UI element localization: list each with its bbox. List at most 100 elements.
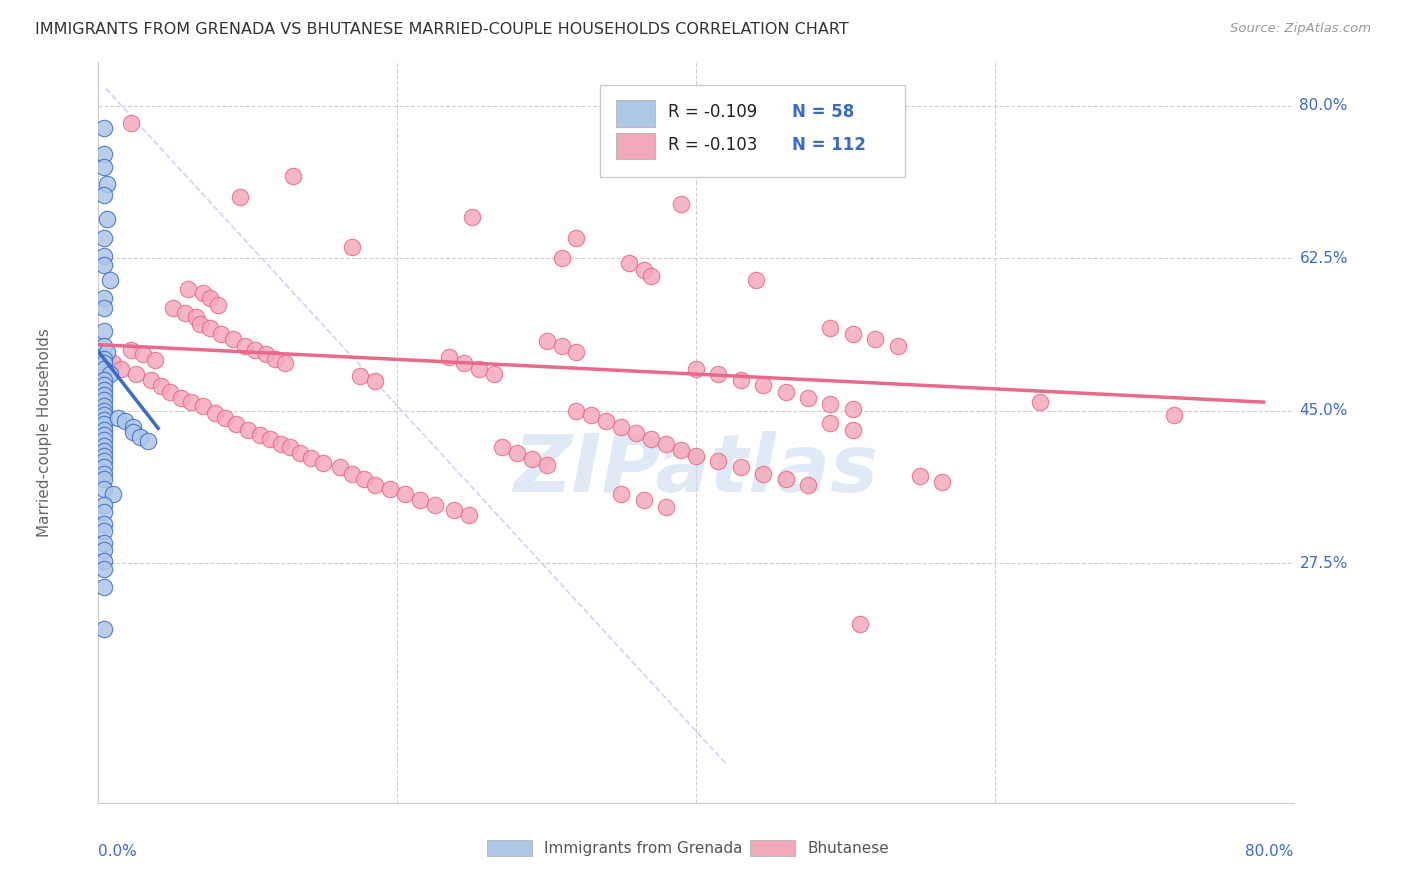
- Point: [278, 441, 301, 455]
- Point: [93, 423, 115, 437]
- Point: [565, 344, 588, 359]
- Point: [842, 402, 865, 417]
- Point: [669, 443, 692, 458]
- Point: [93, 324, 115, 338]
- Point: [93, 160, 115, 174]
- Point: [259, 432, 281, 446]
- Point: [408, 492, 430, 507]
- Point: [225, 417, 247, 431]
- Point: [423, 498, 446, 512]
- Bar: [749, 840, 796, 856]
- Point: [103, 487, 125, 501]
- Point: [93, 404, 115, 418]
- Point: [93, 187, 115, 202]
- Point: [93, 482, 115, 496]
- Point: [745, 273, 768, 287]
- Point: [162, 301, 184, 315]
- Point: [752, 467, 775, 481]
- Point: [93, 120, 115, 135]
- Point: [93, 338, 115, 352]
- Point: [468, 362, 491, 376]
- Point: [103, 356, 125, 370]
- Point: [842, 327, 865, 342]
- Point: [93, 417, 115, 431]
- Point: [93, 524, 115, 538]
- Point: [439, 350, 461, 364]
- Point: [191, 286, 214, 301]
- Text: 80.0%: 80.0%: [1246, 844, 1294, 858]
- Point: [93, 147, 115, 161]
- Point: [121, 425, 143, 439]
- Point: [931, 475, 953, 490]
- Point: [93, 373, 115, 387]
- Point: [820, 321, 842, 335]
- Point: [595, 414, 617, 428]
- FancyBboxPatch shape: [600, 85, 905, 178]
- Point: [797, 478, 820, 492]
- Point: [93, 454, 115, 468]
- Point: [132, 347, 155, 361]
- Point: [214, 410, 236, 425]
- Point: [96, 344, 118, 359]
- Point: [96, 178, 118, 192]
- Point: [378, 482, 401, 496]
- Point: [342, 467, 364, 481]
- Point: [93, 449, 115, 463]
- Point: [394, 487, 416, 501]
- Point: [236, 423, 259, 437]
- Point: [329, 460, 352, 475]
- Bar: [616, 100, 655, 127]
- Point: [93, 580, 115, 594]
- Point: [177, 282, 200, 296]
- Point: [93, 562, 115, 576]
- Point: [125, 368, 148, 382]
- Point: [93, 301, 115, 315]
- Text: 80.0%: 80.0%: [1299, 98, 1348, 113]
- Point: [491, 441, 513, 455]
- Point: [730, 460, 752, 475]
- Point: [139, 373, 162, 387]
- Point: [820, 397, 842, 411]
- Point: [655, 500, 678, 514]
- Point: [581, 408, 603, 422]
- Point: [233, 338, 256, 352]
- Text: R = -0.109: R = -0.109: [668, 103, 758, 121]
- Point: [752, 377, 775, 392]
- Text: Immigrants from Grenada: Immigrants from Grenada: [544, 841, 742, 856]
- Point: [797, 391, 820, 405]
- Bar: [616, 133, 655, 160]
- Point: [908, 469, 931, 483]
- Point: [536, 458, 558, 472]
- Point: [775, 472, 797, 486]
- Text: Source: ZipAtlas.com: Source: ZipAtlas.com: [1230, 22, 1371, 36]
- Point: [311, 456, 333, 470]
- Point: [93, 543, 115, 558]
- Point: [453, 356, 475, 370]
- Point: [93, 383, 115, 397]
- Point: [93, 258, 115, 272]
- Point: [229, 190, 252, 204]
- Point: [299, 450, 322, 465]
- Point: [110, 362, 132, 376]
- Text: 0.0%: 0.0%: [98, 844, 138, 858]
- Text: N = 58: N = 58: [792, 103, 853, 121]
- Text: Married-couple Households: Married-couple Households: [37, 328, 52, 537]
- Point: [93, 472, 115, 486]
- Point: [640, 432, 662, 446]
- Point: [93, 517, 115, 532]
- Point: [707, 368, 730, 382]
- Point: [610, 419, 633, 434]
- Point: [93, 428, 115, 442]
- Point: [209, 327, 232, 342]
- Text: 27.5%: 27.5%: [1299, 556, 1348, 571]
- Point: [685, 449, 707, 463]
- Point: [93, 498, 115, 512]
- Point: [93, 249, 115, 263]
- Point: [93, 388, 115, 402]
- Point: [886, 338, 908, 352]
- Point: [506, 445, 529, 459]
- Point: [820, 416, 842, 430]
- Point: [484, 368, 506, 382]
- Point: [669, 196, 692, 211]
- Point: [249, 428, 271, 442]
